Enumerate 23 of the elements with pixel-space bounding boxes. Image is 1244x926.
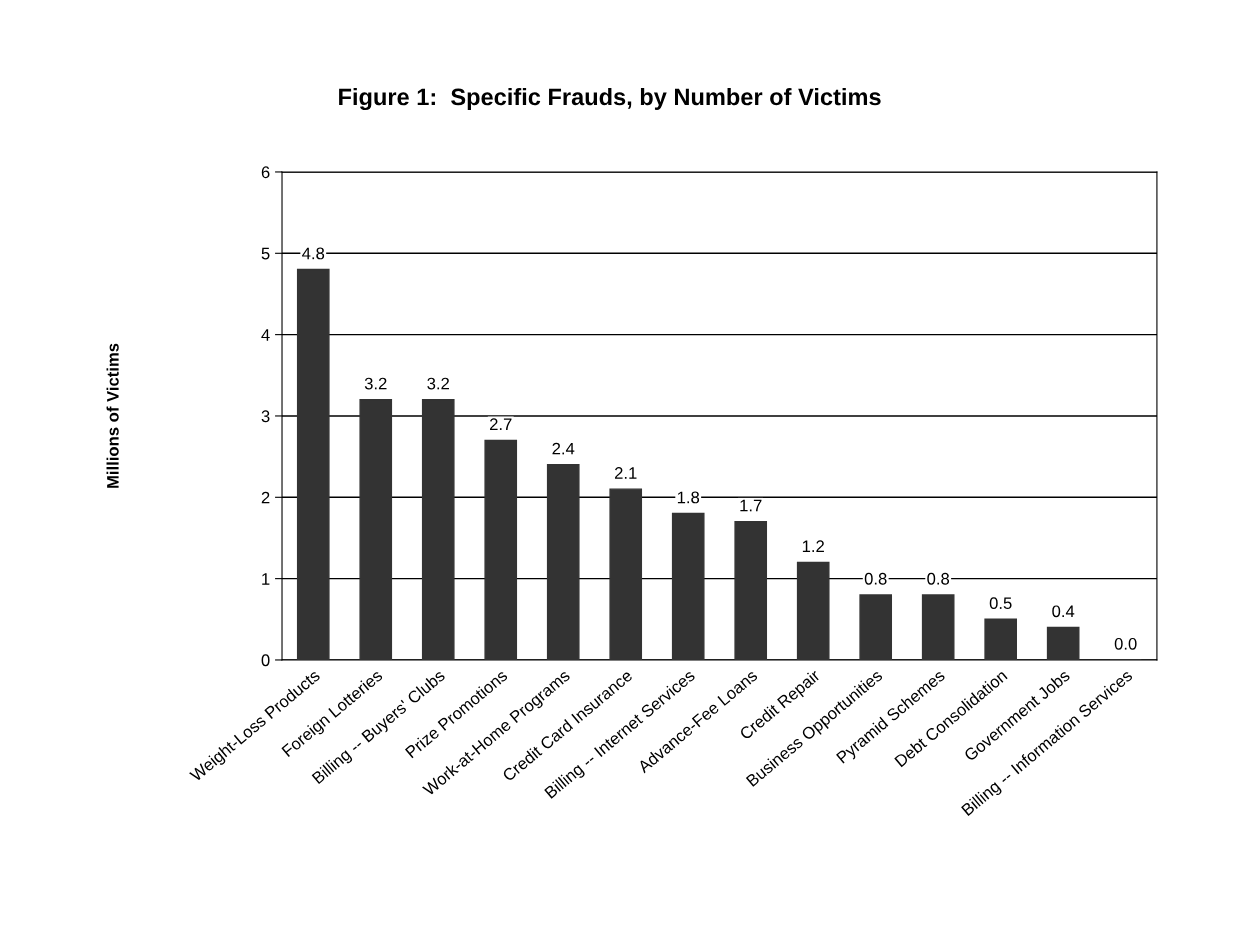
y-tick-label: 4 bbox=[261, 329, 270, 341]
data-label: 2.1 bbox=[614, 467, 637, 479]
y-tick-label: 3 bbox=[261, 410, 270, 423]
data-label: 0.0 bbox=[1114, 637, 1137, 650]
y-tick-label: 0 bbox=[261, 654, 270, 667]
data-label: 1.8 bbox=[677, 491, 700, 504]
y-tick-label: 2 bbox=[261, 491, 270, 504]
data-label: 0.5 bbox=[989, 597, 1012, 610]
data-label: 4.8 bbox=[302, 247, 325, 260]
chart-title: Figure 1: Specific Frauds, by Number of Victims bbox=[339, 87, 881, 111]
y-tick-label: 6 bbox=[261, 166, 270, 179]
y-tick-label: 5 bbox=[261, 247, 270, 260]
y-axis-title: Millions of Victims bbox=[106, 343, 119, 488]
data-label: 2.4 bbox=[552, 442, 575, 455]
data-label: 0.8 bbox=[927, 572, 950, 585]
data-label: 3.2 bbox=[427, 377, 449, 390]
data-label: 0.8 bbox=[864, 572, 887, 585]
y-tick-label: 1 bbox=[262, 573, 270, 585]
data-label: 0.4 bbox=[1052, 605, 1075, 618]
data-label: 1.2 bbox=[802, 540, 824, 552]
data-label: 3.2 bbox=[364, 377, 387, 390]
data-label: 2.7 bbox=[490, 418, 512, 430]
data-label: 1.7 bbox=[740, 499, 762, 512]
